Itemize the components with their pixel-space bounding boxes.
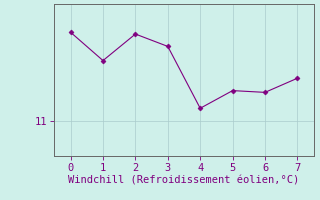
X-axis label: Windchill (Refroidissement éolien,°C): Windchill (Refroidissement éolien,°C) bbox=[68, 176, 300, 186]
